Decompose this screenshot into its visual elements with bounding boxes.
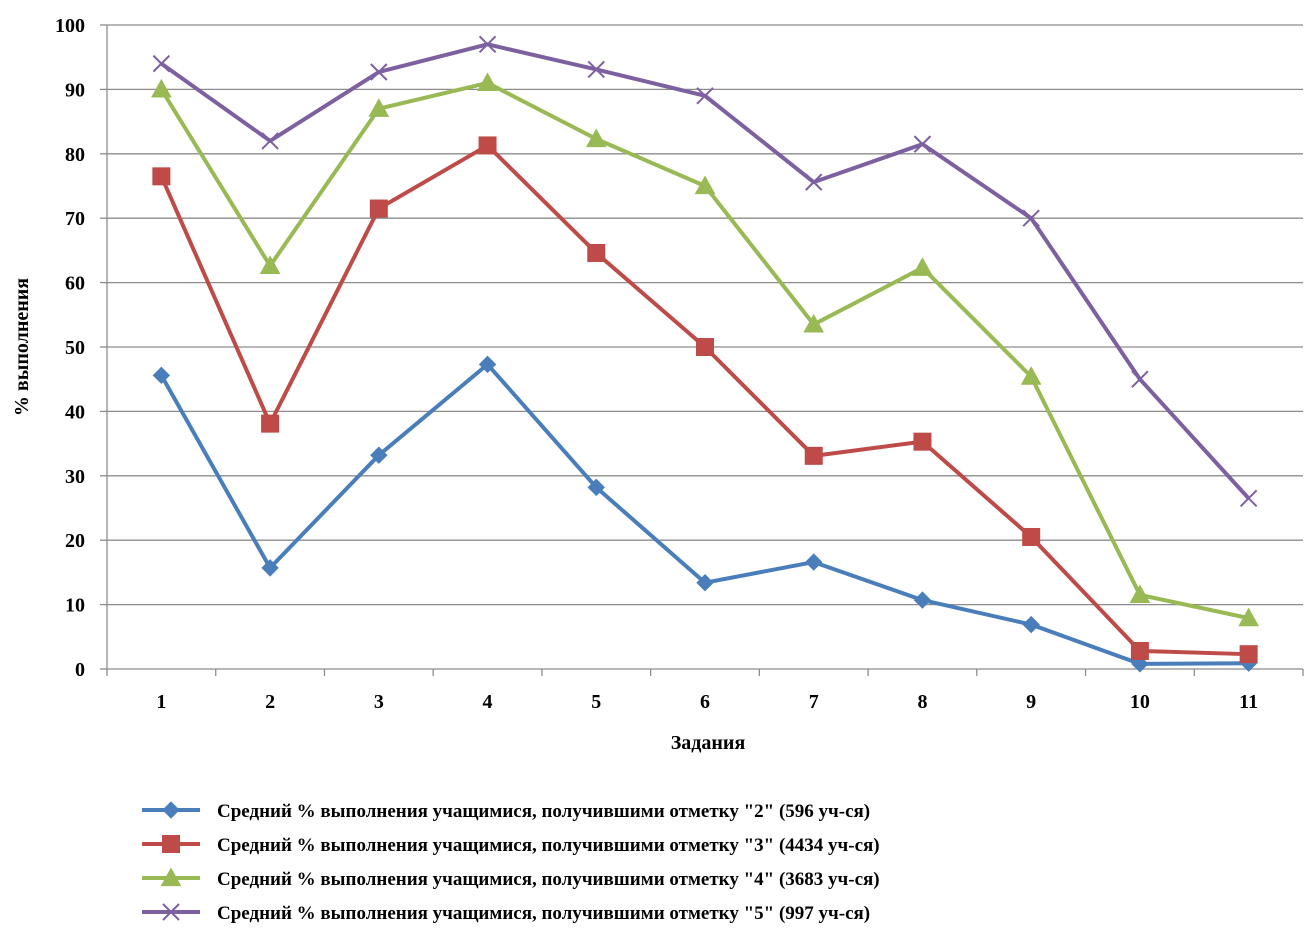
data-point [805,553,823,571]
x-axis-ticks: 1 2 3 4 5 6 7 8 9 10 11 [156,691,1258,713]
axes [100,24,1304,676]
data-point [478,355,497,374]
series-1 [152,355,1258,673]
x-tick-label: 4 [483,691,493,713]
data-point [694,175,716,195]
data-point [368,98,390,117]
data-point [259,255,281,274]
data-point [370,63,388,81]
data-point [370,446,388,464]
legend-item: Средний % выполнения учащимися, получивш… [142,835,880,856]
data-point [804,446,823,465]
data-point [587,60,605,79]
data-point [477,72,498,92]
legend-label: Средний % выполнения учащимися, получивш… [217,835,880,856]
y-tick-label: 50 [65,337,85,359]
x-tick-label: 9 [1026,691,1036,713]
series-layer [151,35,1259,673]
x-tick-label: 8 [917,691,927,713]
legend-item: Средний % выполнения учащимися, получивш… [142,801,870,822]
data-point [162,835,180,853]
series-4 [152,35,1258,508]
data-point [369,199,388,218]
data-point [696,573,714,592]
legend-item: Средний % выполнения учащимися, получивш… [142,903,870,924]
data-point [162,801,180,819]
data-point [151,78,172,98]
data-point [803,313,825,333]
y-tick-label: 60 [65,273,85,295]
y-tick-label: 70 [65,208,85,230]
legend-item: Средний % выполнения учащимися, получивш… [142,867,880,890]
y-tick-label: 40 [65,401,85,423]
legend: Средний % выполнения учащимися, получивш… [142,801,880,924]
series-line [159,362,1249,666]
gridlines [107,24,1303,606]
data-point [261,414,280,433]
data-point [1022,615,1040,634]
y-tick-label: 80 [65,144,85,166]
x-tick-label: 2 [265,691,275,713]
data-point [152,54,171,73]
y-tick-label: 100 [55,15,85,37]
data-point [913,432,932,451]
data-point [160,867,182,887]
y-tick-label: 90 [65,79,85,101]
x-tick-label: 7 [809,691,819,713]
data-point [696,338,714,356]
data-point [585,128,607,148]
data-point [913,591,932,609]
data-point [913,135,932,153]
data-point [1022,209,1040,227]
data-point [912,257,933,276]
data-point [587,478,605,497]
data-point [162,903,180,921]
data-point [1130,641,1149,660]
data-point [1022,527,1041,546]
data-point [1020,366,1042,385]
data-point [1129,584,1151,604]
data-point [696,87,714,105]
data-point [152,167,171,186]
x-tick-label: 3 [374,691,384,713]
legend-label: Средний % выполнения учащимися, получивш… [217,869,880,890]
series-2 [152,136,1258,664]
y-axis-ticks: 0 10 20 30 40 50 60 70 80 90 100 [55,15,85,681]
x-tick-label: 1 [156,691,166,713]
data-point [587,243,606,262]
data-point [805,173,823,191]
legend-label: Средний % выполнения учащимися, получивш… [217,801,870,822]
data-point [478,35,497,54]
y-tick-label: 10 [65,595,85,617]
data-point [478,136,497,155]
x-tick-label: 11 [1239,691,1258,713]
x-tick-label: 5 [591,691,601,713]
y-tick-label: 30 [65,466,85,488]
x-tick-label: 6 [700,691,710,713]
data-point [1239,645,1258,664]
y-tick-label: 20 [65,530,85,552]
y-tick-label: 0 [75,659,85,681]
data-point [1131,370,1149,388]
y-axis-title: % выполнения [11,278,33,416]
legend-label: Средний % выполнения учащимися, получивш… [217,903,870,924]
data-point [152,366,171,385]
data-point [261,559,279,577]
series-3 [151,72,1259,627]
data-point [1238,607,1259,627]
data-point [261,132,279,150]
x-axis-title: Задания [671,732,746,754]
x-tick-label: 10 [1130,691,1150,713]
series-line [160,42,1251,500]
data-point [1239,489,1258,508]
